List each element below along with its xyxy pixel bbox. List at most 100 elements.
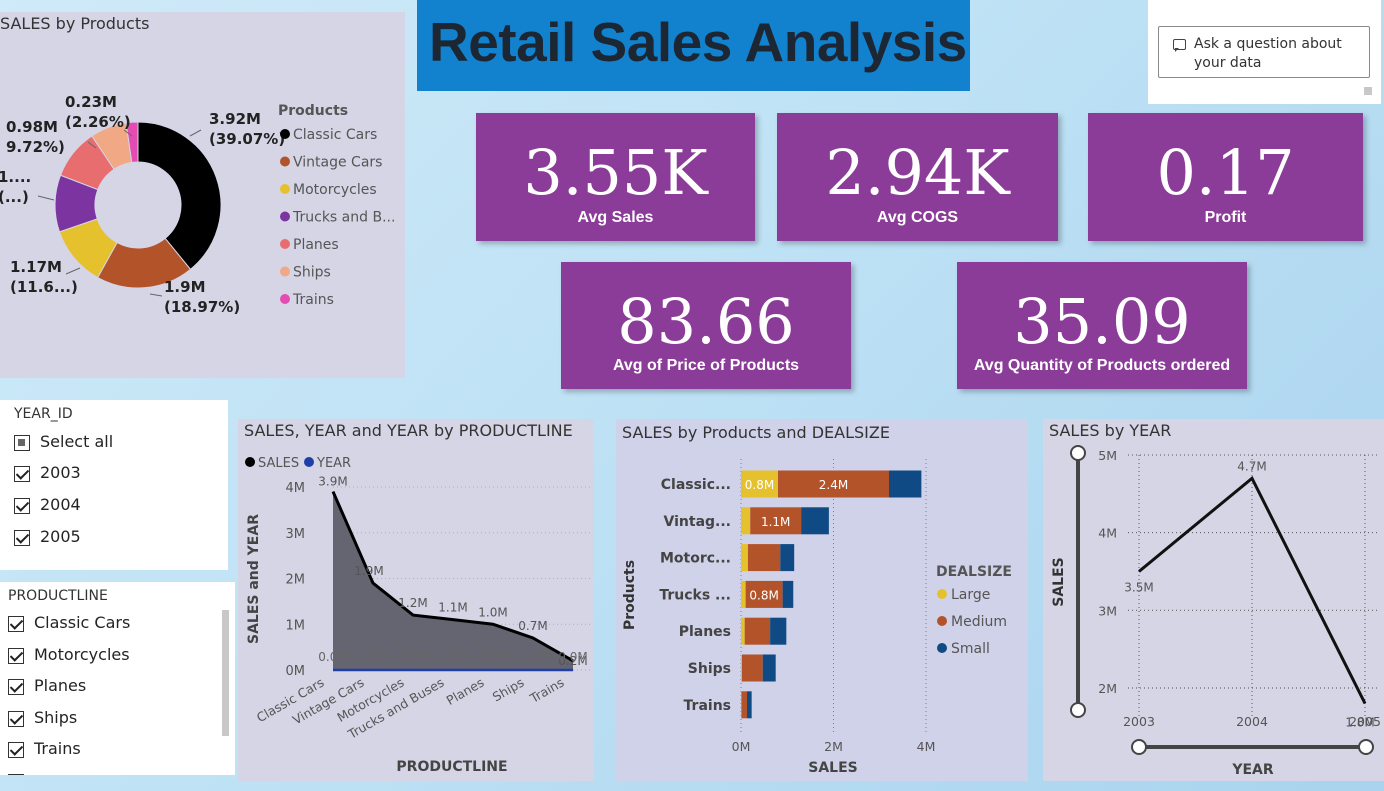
donut-data-label-value: 0.23M [65,93,117,111]
legend-marker [937,616,947,626]
checkbox-icon[interactable] [14,435,30,451]
slicer-item-label: Select all [40,432,114,451]
productline-slicer-title: PRODUCTLINE [8,588,108,604]
y-range-slider-handle[interactable] [1070,445,1086,461]
sales-data-label: 0.7M [518,619,547,633]
donut-data-label-percent: (...) [0,188,29,206]
donut-data-label-percent: 9.72%) [6,138,65,156]
x-axis-title: SALES [808,760,858,776]
checkbox-icon[interactable] [8,679,24,695]
y-tick-label: 2M [286,573,306,588]
legend-marker [304,457,314,467]
bar-segment [747,544,781,572]
sales-data-label: 1.0M [478,605,507,619]
y-tick-label: 5M [1098,448,1117,463]
donut-chart[interactable]: 3.92M (39.07%) 1.9M (18.97%) 1.17M (11.6...) 1… [0,12,405,378]
slicer-item-label: Planes [34,676,87,695]
legend-marker [280,239,290,249]
bar-segment [741,507,751,535]
y-tick-label: 4M [1098,526,1117,541]
x-tick-label: Trains [527,675,567,707]
x-range-slider-handle[interactable] [1358,739,1374,755]
legend-marker [937,643,947,653]
donut-leader-line [37,195,55,201]
year-data-label: 0.0M [478,650,507,664]
resize-grip-icon[interactable] [1364,87,1372,95]
y-tick-label: Classic... [661,477,731,493]
donut-legend-label: Motorcycles [293,182,377,198]
bar-segment [770,617,787,645]
checkbox-icon[interactable] [14,530,30,546]
bar-legend-label: Medium [951,614,1007,630]
bar-segment [744,617,771,645]
line-data-label: 3.5M [1124,580,1153,594]
bar-segment [782,580,794,608]
slicer-scrollbar[interactable] [222,610,229,736]
checkbox-icon[interactable] [8,742,24,758]
year-data-label: 0.0M [438,650,467,664]
donut-leader-line [65,267,81,275]
donut-data-label-percent: (11.6...) [10,278,78,296]
x-axis-title: PRODUCTLINE [396,759,507,775]
y-tick-label: Planes [679,624,731,640]
bar-chart[interactable]: 0M 2M 4M Classic... 0.8M 2.4M Vintag... 1.1M Mot… [616,419,1028,781]
x-tick-label: Planes [444,675,487,708]
year-data-label: 0.0M [558,650,587,664]
legend-marker [280,184,290,194]
checkbox-icon[interactable] [14,498,30,514]
y-tick-label: 1M [286,618,306,633]
year-slicer-title: YEAR_ID [14,406,73,422]
bar-segment [750,507,802,535]
donut-data-label-value: 3.92M [209,110,261,128]
donut-legend-title: Products [278,103,348,119]
checkbox-icon[interactable] [8,616,24,632]
y-tick-label: Trucks ... [659,587,731,603]
legend-marker [280,129,290,139]
donut-legend-label: Classic Cars [293,127,377,143]
line-data-label: 4.7M [1237,459,1266,473]
legend-marker [245,457,255,467]
sales-data-label: 3.9M [318,475,347,489]
area-chart[interactable]: SALES YEAR 0M 1M 2M 3M 4M 3.9M 1.9M 1.2M 1.1M 1.0M 0… [238,419,594,781]
donut-slice [125,121,139,164]
donut-legend-label: Vintage Cars [293,155,382,171]
donut-data-label-value: 1.... [0,168,31,186]
legend-marker [937,589,947,599]
donut-leader-line [123,129,133,137]
y-tick-label: Ships [688,661,731,677]
bar-data-label: 2.4M [819,478,848,492]
area-legend-label: SALES [258,456,299,471]
year-data-label: 0.0M [398,650,427,664]
checkbox-icon[interactable] [14,466,30,482]
bar-segment [778,470,889,498]
kpi-value: 2.94K [825,136,1010,209]
donut-data-label-percent: (39.07%) [209,130,285,148]
kpi-label: Profit [1204,209,1247,226]
sales-line [1138,475,1367,705]
year-data-label: 0.0M [358,650,387,664]
x-tick-label: 2003 [1123,714,1155,729]
kpi-value: 83.66 [617,285,795,358]
kpi-card-avg-cogs: 2.94K Avg COGS [777,113,1058,241]
checkbox-icon[interactable] [8,774,24,775]
y-tick-label: 2M [1098,681,1117,696]
slicer-item-label: Motorcycles [34,645,130,664]
slicer-item-label: Classic Cars [34,613,131,632]
x-range-slider-handle[interactable] [1131,739,1147,755]
chat-icon [1173,39,1186,52]
y-tick-label: 3M [1098,603,1117,618]
donut-data-label-value: 0.98M [6,118,58,136]
line-data-label: 1.8M [1345,715,1374,729]
qa-input[interactable]: Ask a question about your data [1158,26,1370,78]
checkbox-icon[interactable] [8,648,24,664]
line-chart-panel: SALES by YEAR 2M 3M 4M 5M 2003 2004 2005 3.5M 4.… [1043,419,1384,781]
bar-segment [780,544,795,572]
line-chart-title: SALES by YEAR [1049,421,1172,440]
area-legend-label: YEAR [316,456,351,471]
line-chart[interactable]: 2M 3M 4M 5M 2003 2004 2005 3.5M 4.7M 1.8M YEAR SALE… [1043,419,1384,781]
bar-segment [801,507,829,535]
y-range-slider-handle[interactable] [1070,702,1086,718]
checkbox-icon[interactable] [8,711,24,727]
kpi-label: Avg COGS [876,209,959,226]
sales-area [333,491,573,670]
